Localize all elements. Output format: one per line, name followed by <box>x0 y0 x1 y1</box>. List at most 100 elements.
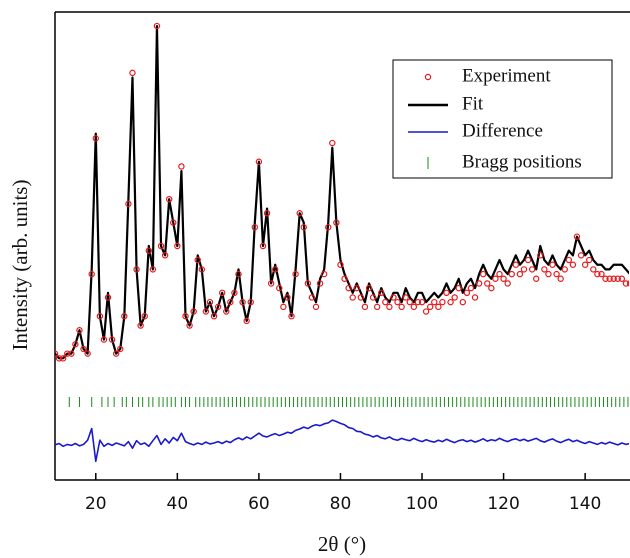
data-point <box>586 256 593 264</box>
data-point <box>202 308 210 315</box>
data-point <box>214 303 222 311</box>
x-tick-label: 60 <box>248 494 270 514</box>
legend: Experiment Fit Difference Bragg positions <box>392 59 613 179</box>
data-point <box>524 256 532 264</box>
data-point <box>129 69 136 77</box>
data-point <box>369 294 377 301</box>
data-point <box>537 252 544 259</box>
data-point <box>577 252 585 259</box>
data-point <box>569 261 577 268</box>
data-point <box>422 308 430 315</box>
data-point <box>488 284 495 292</box>
data-point <box>141 313 148 320</box>
data-point <box>125 200 132 208</box>
data-point <box>165 195 173 203</box>
data-point <box>439 298 446 306</box>
data-point <box>88 270 95 278</box>
data-point <box>602 275 609 282</box>
data-point <box>247 298 254 306</box>
data-point <box>108 336 116 343</box>
data-point <box>431 298 438 306</box>
data-point <box>443 289 450 296</box>
legend-label: Difference <box>462 120 543 141</box>
data-point <box>223 308 230 315</box>
data-point <box>467 284 475 292</box>
data-point <box>296 210 303 217</box>
data-point <box>68 350 75 357</box>
data-point <box>549 261 556 268</box>
data-point <box>598 270 605 278</box>
data-point <box>553 270 560 278</box>
data-point <box>345 284 352 292</box>
data-point <box>316 280 324 287</box>
data-point <box>622 280 629 287</box>
data-point <box>80 345 87 353</box>
data-point <box>512 261 520 268</box>
data-point <box>320 270 328 278</box>
plot-area <box>55 22 629 463</box>
x-tick-label: 100 <box>406 494 438 514</box>
data-point <box>365 284 373 292</box>
data-point <box>170 219 177 226</box>
data-point <box>479 270 487 278</box>
data-point <box>447 298 454 306</box>
data-point <box>76 327 83 334</box>
data-point <box>153 22 161 30</box>
data-point <box>610 275 617 282</box>
data-point <box>227 298 234 306</box>
data-point <box>463 289 471 296</box>
data-point <box>414 298 422 306</box>
data-point <box>594 270 601 278</box>
data-point <box>353 284 360 292</box>
data-point <box>121 313 128 320</box>
data-point <box>386 303 393 311</box>
data-point <box>516 270 524 278</box>
legend-symbol <box>424 73 432 81</box>
data-point <box>545 270 552 278</box>
data-point <box>581 261 589 268</box>
data-point <box>341 275 348 282</box>
data-point <box>325 224 332 231</box>
data-point <box>378 289 385 296</box>
data-point <box>565 256 573 264</box>
data-point <box>292 270 299 278</box>
data-point <box>251 224 259 231</box>
data-point <box>137 322 144 329</box>
data-point <box>304 280 312 287</box>
data-point <box>259 242 267 250</box>
data-point <box>500 275 507 282</box>
data-point <box>284 294 291 301</box>
data-point <box>206 298 214 306</box>
data-point <box>614 275 621 282</box>
data-point <box>117 345 124 353</box>
x-tick-label: 80 <box>330 494 352 514</box>
data-point <box>333 219 340 226</box>
data-point <box>300 224 307 231</box>
legend-label: Bragg positions <box>462 151 582 172</box>
data-point <box>459 298 467 306</box>
data-point <box>263 210 271 217</box>
legend-label: Fit <box>462 93 484 114</box>
data-point <box>161 252 169 259</box>
data-point <box>390 294 397 301</box>
legend-label: Experiment <box>462 65 551 86</box>
data-point <box>255 158 263 165</box>
data-point <box>349 294 356 301</box>
data-point <box>182 313 189 320</box>
data-point <box>210 313 218 320</box>
data-point <box>418 298 426 306</box>
x-tick-label: 120 <box>487 494 519 514</box>
data-point <box>178 163 185 170</box>
data-point <box>561 266 568 273</box>
data-point <box>267 280 275 287</box>
data-point <box>528 266 536 273</box>
data-point <box>557 275 564 282</box>
data-point <box>84 350 91 357</box>
data-point <box>112 350 120 357</box>
data-point <box>96 313 104 320</box>
data-point <box>64 350 71 357</box>
data-point <box>149 266 157 273</box>
data-point <box>100 336 108 343</box>
data-point <box>361 303 369 311</box>
